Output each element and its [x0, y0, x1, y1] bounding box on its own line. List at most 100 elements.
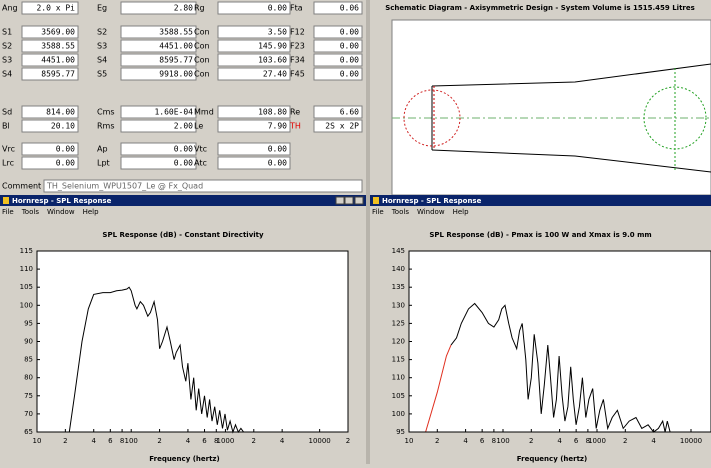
- param-box: [217, 105, 291, 119]
- x-tick-label: 10000: [308, 437, 330, 445]
- y-tick-label: 70: [24, 410, 33, 418]
- param-label: S5: [97, 70, 107, 79]
- window-button[interactable]: [354, 196, 364, 205]
- param-value: 2.80: [174, 4, 193, 13]
- y-tick-label: 115: [20, 247, 33, 255]
- param-box: [120, 1, 197, 15]
- x-tick-label: 10000: [680, 437, 702, 445]
- title-icon: [373, 197, 379, 204]
- param-box: [21, 105, 79, 119]
- menu-item[interactable]: Help: [83, 208, 100, 216]
- splitter: [366, 0, 370, 464]
- spl-curve: [425, 344, 452, 433]
- param-box: [120, 142, 197, 156]
- window-button[interactable]: [344, 196, 354, 205]
- param-label: Eg: [97, 4, 107, 13]
- comment-label: Comment: [2, 182, 41, 191]
- param-label: S3: [97, 42, 107, 51]
- param-label: Vrc: [2, 145, 15, 154]
- param-label: Con: [194, 70, 210, 79]
- param-label: Ap: [97, 145, 108, 154]
- menu-item[interactable]: Help: [453, 208, 470, 216]
- param-value: 2S x 2P: [325, 122, 359, 131]
- menu-item[interactable]: Window: [417, 208, 445, 216]
- param-label: Con: [194, 42, 210, 51]
- x-tick-label: 2: [435, 437, 439, 445]
- param-box: [217, 142, 291, 156]
- param-box: [217, 1, 291, 15]
- y-tick-label: 95: [396, 428, 405, 436]
- param-label: Lrc: [2, 159, 14, 168]
- y-tick-label: 115: [392, 356, 405, 364]
- param-value: 0.00: [56, 145, 75, 154]
- param-value: 3588.55: [41, 42, 75, 51]
- menu-item[interactable]: Window: [47, 208, 75, 216]
- param-value: 103.60: [258, 56, 287, 65]
- param-label: Re: [290, 108, 300, 117]
- param-value: 1.60E-04: [154, 108, 193, 117]
- param-value: 0.06: [340, 4, 359, 13]
- menu-item[interactable]: File: [372, 208, 384, 216]
- param-box: [120, 39, 197, 53]
- menu-item[interactable]: Tools: [21, 208, 40, 216]
- param-label: S4: [97, 56, 107, 65]
- param-box: [21, 1, 79, 15]
- driver-circle: [403, 89, 461, 147]
- chart-title: SPL Response (dB) - Constant Directivity: [102, 231, 264, 239]
- param-value: 27.40: [263, 70, 287, 79]
- y-tick-label: 65: [24, 428, 33, 436]
- param-label: Fta: [290, 4, 303, 13]
- param-label: F45: [290, 70, 305, 79]
- comment-value: TH_Selenium_WPU1507_Le @ Fx_Quad: [46, 182, 203, 191]
- x-tick-label: 1000: [588, 437, 606, 445]
- y-tick-label: 85: [24, 356, 33, 364]
- y-tick-label: 140: [392, 265, 405, 273]
- param-box: [21, 156, 79, 170]
- window-title: Hornresp - SPL Response: [12, 197, 112, 205]
- x-tick-label: 10: [405, 437, 414, 445]
- x-tick-label: 6: [480, 437, 485, 445]
- plot-area: [37, 251, 348, 432]
- param-box: [313, 39, 363, 53]
- param-value: 4451.00: [159, 42, 193, 51]
- comment-box: [43, 179, 363, 193]
- menu-item[interactable]: Tools: [391, 208, 410, 216]
- param-value: 6.60: [340, 108, 359, 117]
- param-value: 2.00: [174, 122, 193, 131]
- param-value: 2.0 x Pi: [36, 4, 75, 13]
- param-box: [21, 53, 79, 67]
- y-tick-label: 105: [20, 283, 33, 291]
- x-tick-label: 1000: [217, 437, 235, 445]
- param-box: [313, 53, 363, 67]
- spl-curve: [68, 286, 244, 434]
- param-box: [313, 1, 363, 15]
- param-value: 0.00: [174, 159, 193, 168]
- x-tick-label: 8: [120, 437, 124, 445]
- param-box: [217, 25, 291, 39]
- param-label: Rms: [97, 122, 115, 131]
- param-box: [217, 119, 291, 133]
- param-value: 145.90: [258, 42, 287, 51]
- plot-frame: [36, 250, 349, 433]
- x-axis-label: Frequency (hertz): [149, 455, 219, 463]
- x-tick-label: 2: [529, 437, 533, 445]
- param-box: [120, 119, 197, 133]
- x-tick-label: 6: [108, 437, 113, 445]
- x-tick-label: 4: [91, 437, 96, 445]
- y-tick-label: 125: [392, 319, 405, 327]
- x-axis-label: Frequency (hertz): [517, 455, 587, 463]
- param-value: 108.80: [258, 108, 287, 117]
- y-tick-label: 75: [24, 392, 33, 400]
- param-value: 814.00: [46, 108, 75, 117]
- param-value: 7.90: [268, 122, 287, 131]
- x-tick-label: 4: [280, 437, 285, 445]
- window-button[interactable]: [335, 196, 345, 205]
- param-box: [217, 67, 291, 81]
- y-tick-label: 105: [392, 392, 405, 400]
- x-tick-label: 4: [651, 437, 656, 445]
- x-tick-label: 10: [33, 437, 42, 445]
- menu-item[interactable]: File: [2, 208, 14, 216]
- y-tick-label: 110: [20, 265, 33, 273]
- param-box: [313, 105, 363, 119]
- y-tick-label: 100: [20, 301, 33, 309]
